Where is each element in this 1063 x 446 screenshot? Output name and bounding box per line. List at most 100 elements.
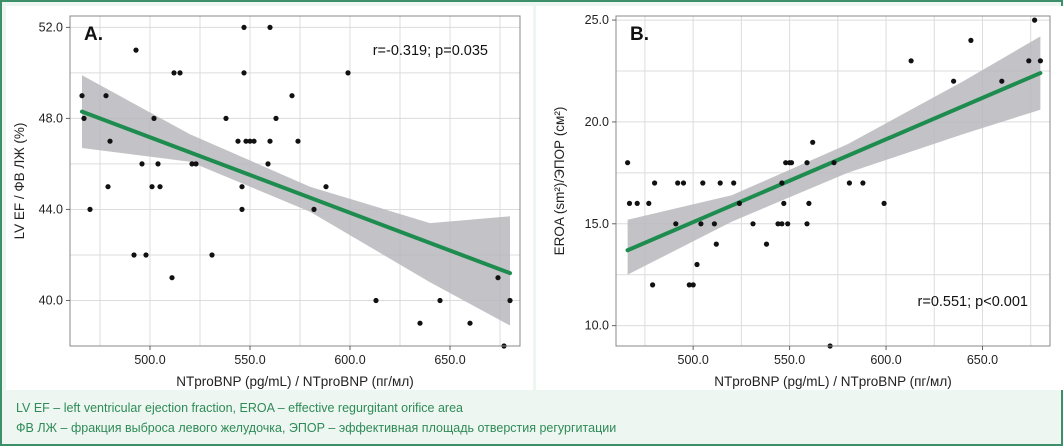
y-tick-label: 44.0 — [39, 202, 63, 216]
data-point — [267, 138, 273, 144]
data-point — [713, 241, 719, 247]
x-tick-label: 500.0 — [134, 353, 165, 367]
x-tick-label: 650.0 — [434, 353, 465, 367]
confidence-band — [82, 75, 510, 326]
data-point — [831, 160, 837, 166]
data-point — [717, 180, 723, 186]
data-point — [209, 252, 215, 258]
data-point — [846, 180, 852, 186]
caption-line-2: ФВ ЛЖ – фракция выброса левого желудочка… — [16, 421, 617, 435]
data-point — [711, 221, 717, 227]
data-point — [157, 184, 163, 190]
data-point — [785, 221, 791, 227]
data-point — [951, 78, 957, 84]
data-point — [634, 200, 640, 206]
data-point — [804, 160, 810, 166]
data-point — [700, 180, 706, 186]
y-tick-label: 10.0 — [585, 319, 609, 333]
data-point — [999, 78, 1005, 84]
data-point — [155, 161, 161, 167]
data-point — [171, 70, 177, 76]
x-tick-label: 500.0 — [678, 353, 709, 367]
data-point — [131, 252, 137, 258]
data-point — [149, 184, 155, 190]
data-point — [139, 161, 145, 167]
panel-a: 500.0 550.0 600.0 650.0 40.0 44.0 48.0 52.0 NTpr… — [6, 6, 533, 390]
y-axis-title: LV EF / ФВ ЛЖ (%) — [12, 123, 27, 240]
data-point — [223, 115, 229, 121]
chart-b-svg: 500.0 550.0 600.0 650.0 10.0 15.0 20.0 25.0 NTpr… — [552, 13, 1051, 389]
trend-line — [80, 109, 512, 276]
data-point — [860, 180, 866, 186]
data-point — [81, 115, 87, 121]
data-point — [698, 221, 704, 227]
x-tick-label: 550.0 — [234, 353, 265, 367]
data-point — [373, 297, 379, 304]
data-point — [265, 161, 271, 167]
data-point — [806, 200, 812, 206]
y-tick-label: 15.0 — [585, 217, 609, 231]
data-point — [908, 58, 914, 64]
x-tick-label: 600.0 — [334, 353, 365, 367]
data-point — [779, 221, 785, 227]
plot-frame — [615, 15, 1051, 347]
data-point — [467, 320, 473, 326]
data-point — [239, 206, 245, 212]
confidence-band — [627, 36, 1041, 275]
data-point — [626, 200, 633, 206]
data-point — [690, 282, 696, 288]
data-point — [273, 115, 279, 121]
data-point — [680, 180, 687, 186]
data-point — [235, 138, 241, 144]
panel-letter: A. — [84, 24, 103, 45]
correlation-annotation: r=0.551; p<0.001 — [918, 294, 1028, 310]
data-point — [289, 93, 295, 99]
x-tick-label: 550.0 — [774, 353, 805, 367]
data-points — [79, 24, 513, 349]
data-point — [675, 180, 681, 186]
caption-line-1: LV EF – left ventricular ejection fracti… — [16, 401, 463, 415]
data-point — [105, 184, 111, 190]
data-point — [241, 24, 247, 30]
y-tick-label: 25.0 — [585, 13, 609, 27]
data-point — [251, 138, 257, 144]
data-point — [103, 93, 109, 99]
data-point — [673, 221, 679, 227]
data-point — [247, 138, 253, 144]
data-point — [736, 200, 742, 206]
data-point — [804, 221, 810, 227]
panel-b: 500.0 550.0 600.0 650.0 10.0 15.0 20.0 25.0 NTpr… — [536, 6, 1063, 390]
data-point — [151, 115, 157, 121]
data-point — [133, 47, 139, 53]
data-point — [650, 282, 656, 288]
data-point — [881, 200, 887, 206]
data-point — [1037, 58, 1043, 64]
panel-letter: B. — [630, 24, 649, 45]
x-axis-title: NTproBNP (pg/mL) / NTproBNP (пг/мл) — [714, 374, 951, 389]
data-point — [731, 180, 737, 186]
data-point — [193, 161, 199, 167]
data-points — [625, 17, 1043, 349]
data-point — [1026, 58, 1032, 64]
data-point — [1032, 17, 1038, 23]
data-point — [241, 70, 247, 76]
y-axis-title: EROA (sm²)/ЭПОР (см²) — [552, 107, 567, 256]
data-point — [143, 252, 149, 258]
correlation-annotation: r=-0.319; p=0.035 — [373, 43, 488, 59]
x-axis-title: NTproBNP (pg/mL) / NTproBNP (пг/мл) — [176, 374, 413, 389]
data-point — [810, 139, 816, 145]
data-point — [267, 24, 273, 30]
data-point — [189, 161, 195, 167]
data-point — [783, 160, 789, 166]
data-point — [437, 297, 443, 304]
data-point — [295, 138, 301, 144]
y-tick-label: 48.0 — [39, 111, 63, 125]
data-point — [652, 180, 658, 186]
data-point — [243, 138, 249, 144]
data-point — [87, 206, 93, 212]
data-point — [311, 206, 317, 212]
data-point — [169, 275, 175, 281]
x-tick-label: 650.0 — [967, 353, 998, 367]
x-tick-label: 600.0 — [870, 353, 901, 367]
